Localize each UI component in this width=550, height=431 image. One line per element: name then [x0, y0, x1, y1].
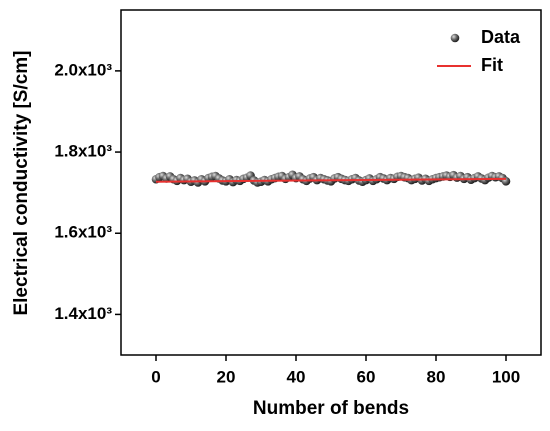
x-axis-title: Number of bends	[253, 398, 409, 419]
y-tick-label: 1.6x10³	[54, 223, 112, 242]
y-tick-label: 2.0x10³	[54, 60, 112, 79]
legend-swatch	[450, 33, 460, 43]
x-tick-label: 80	[427, 367, 446, 386]
plot-frame	[120, 9, 542, 356]
x-tick-label: 60	[357, 367, 376, 386]
fit-line	[155, 177, 507, 183]
x-tick-label: 100	[492, 367, 520, 386]
y-tick-label: 1.4x10³	[54, 304, 112, 323]
legend-label: Data	[481, 27, 521, 47]
x-tick-label: 20	[217, 367, 236, 386]
x-tick-label: 0	[151, 367, 160, 386]
y-tick-label: 1.8x10³	[54, 142, 112, 161]
x-tick-label: 40	[287, 367, 306, 386]
y-axis-title: Electrical conductivity [S/cm]	[11, 50, 32, 315]
legend-label: Fit	[481, 55, 503, 75]
